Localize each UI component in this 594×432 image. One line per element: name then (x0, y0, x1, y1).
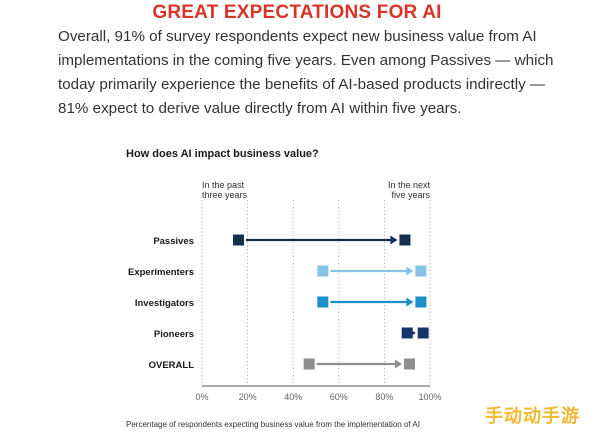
chart-title: How does AI impact business value? (126, 148, 319, 160)
end-marker (417, 327, 429, 339)
watermark-logo: 手动动手游 (485, 406, 580, 427)
x-tick-label: 100% (418, 392, 441, 402)
category-label: Experimenters (128, 267, 194, 278)
x-tick-label: 0% (195, 392, 208, 402)
arrowhead (406, 266, 414, 276)
category-label: OVERALL (149, 360, 195, 371)
x-axis-label: Percentage of respondents expecting busi… (126, 420, 420, 429)
category-label: Investigators (135, 298, 194, 309)
category-label: Passives (153, 236, 194, 247)
start-marker (401, 327, 413, 339)
arrowhead (394, 359, 402, 369)
end-marker (415, 265, 427, 277)
start-marker (232, 234, 244, 246)
x-tick-label: 60% (330, 392, 348, 402)
end-marker (403, 358, 415, 370)
past-three-years-header: In the past three years (202, 180, 248, 200)
next-five-years-header: In the next five years (387, 180, 430, 200)
start-marker (317, 296, 329, 308)
x-tick-label: 40% (284, 392, 302, 402)
intro-paragraph: Overall, 91% of survey respondents expec… (58, 28, 554, 117)
end-marker (399, 234, 411, 246)
start-marker (317, 265, 329, 277)
x-tick-label: 80% (375, 392, 393, 402)
page-title: GREAT EXPECTATIONS FOR AI (152, 2, 442, 23)
category-label: Pioneers (154, 329, 194, 340)
arrowhead (390, 235, 398, 245)
arrowhead (406, 297, 414, 307)
end-marker (415, 296, 427, 308)
x-tick-label: 20% (239, 392, 257, 402)
start-marker (303, 358, 315, 370)
